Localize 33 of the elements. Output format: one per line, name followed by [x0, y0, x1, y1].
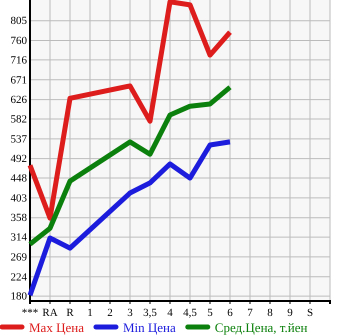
x-tick-label: *** — [22, 306, 38, 319]
y-tick-label: 224 — [10, 271, 28, 284]
y-tick-label: 358 — [10, 212, 28, 224]
y-tick-label: 537 — [10, 133, 28, 146]
legend-label: Max Цена — [29, 320, 84, 335]
x-tick-label: 3 — [127, 306, 134, 319]
legend-label: Min Цена — [122, 320, 176, 335]
x-tick-label: S — [306, 306, 314, 319]
x-tick-label: 8 — [267, 306, 274, 319]
x-tick-label: 4 — [167, 306, 174, 319]
x-tick-label: 5 — [207, 306, 214, 319]
x-tick-label: 6 — [227, 306, 234, 319]
y-tick-label: 760 — [10, 35, 28, 48]
y-tick-label: 492 — [10, 153, 27, 166]
y-tick-label: 716 — [10, 54, 28, 66]
y-tick-label: 180 — [10, 290, 28, 303]
y-tick-label: 403 — [10, 192, 28, 204]
y-tick-label: 805 — [10, 15, 28, 28]
y-tick-label: 448 — [10, 172, 28, 185]
y-tick-label: 671 — [10, 74, 27, 86]
x-tick-label: R — [66, 306, 74, 319]
x-tick-label: 9 — [287, 306, 294, 319]
x-tick-label: RA — [42, 306, 58, 319]
y-tick-label: 314 — [10, 232, 28, 244]
x-tick-label: 1 — [87, 306, 93, 319]
x-tick-label: 7 — [247, 306, 254, 319]
y-tick-label: 626 — [10, 94, 28, 106]
x-tick-label: 3,5 — [143, 306, 158, 319]
y-tick-label: 269 — [10, 251, 28, 264]
y-tick-label: 582 — [10, 114, 27, 126]
x-tick-label: 4,5 — [183, 306, 198, 319]
x-tick-label: 2 — [107, 306, 113, 319]
legend-label: Сред.Цена, т.йен — [214, 320, 308, 335]
